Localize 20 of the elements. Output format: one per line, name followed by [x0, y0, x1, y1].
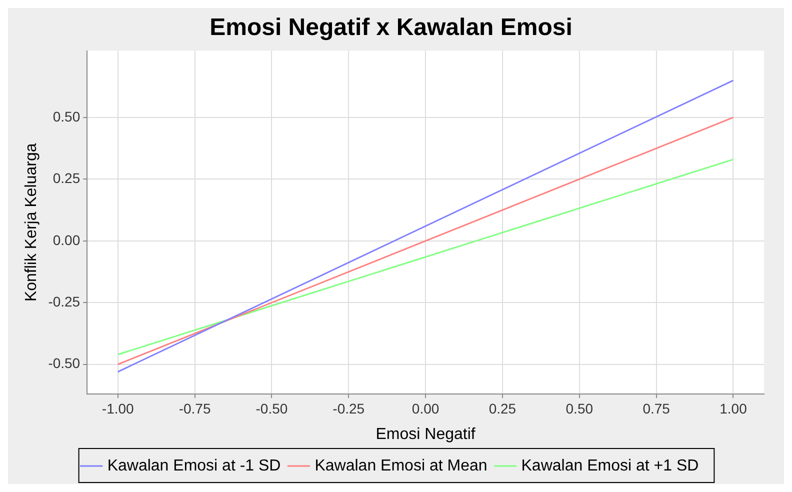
y-tick-label: -0.25 — [48, 294, 80, 310]
legend-label: Kawalan Emosi at -1 SD — [107, 457, 281, 474]
legend-label: Kawalan Emosi at +1 SD — [521, 457, 699, 474]
x-tick-label: 0.50 — [566, 400, 594, 416]
y-tick-label: 0.50 — [52, 108, 80, 124]
x-axis-title: Emosi Negatif — [376, 426, 476, 443]
x-tick-label: 0.25 — [488, 400, 516, 416]
x-tick-label: -0.75 — [178, 400, 211, 416]
x-tick-label: -0.25 — [332, 400, 365, 416]
y-tick-label: -0.50 — [48, 355, 80, 372]
x-tick-label: 0.00 — [412, 400, 440, 416]
x-tick-label: 0.75 — [642, 400, 670, 416]
y-tick-label: 0.25 — [52, 170, 80, 186]
x-tick-label: 1.00 — [720, 400, 748, 416]
x-tick-label: -1.00 — [102, 400, 134, 416]
x-tick-label: -0.50 — [256, 400, 288, 416]
legend-label: Kawalan Emosi at Mean — [314, 457, 488, 474]
y-axis-title: Konflik Kerja Keluarga — [23, 143, 40, 302]
chart-title: Emosi Negatif x Kawalan Emosi — [210, 14, 572, 42]
y-tick-label: 0.00 — [52, 232, 80, 248]
